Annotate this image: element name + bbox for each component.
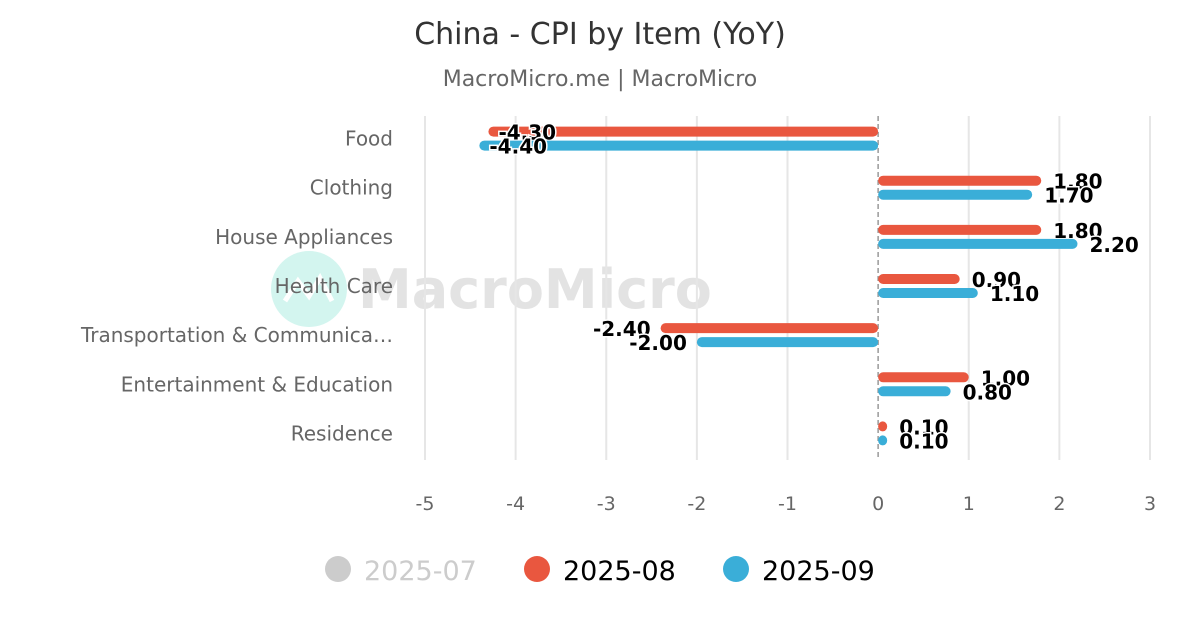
category-label: Health Care	[275, 274, 393, 298]
data-label: 1.00	[981, 366, 1030, 390]
bar-2025-08[interactable]	[878, 421, 888, 432]
legend-label: 2025-08	[563, 556, 676, 587]
data-label: -2.00	[629, 331, 687, 355]
watermark: MacroMicro	[271, 251, 712, 327]
bar-2025-09[interactable]	[878, 238, 1078, 249]
bar-2025-08[interactable]	[488, 126, 879, 137]
category-label: Clothing	[310, 176, 393, 200]
legend-swatch	[325, 556, 351, 582]
category-label: House Appliances	[215, 225, 393, 249]
x-tick-label: -5	[416, 493, 435, 515]
data-label: 0.80	[963, 380, 1012, 404]
data-label: 0.10	[899, 429, 948, 453]
data-label: -2.40	[593, 317, 651, 341]
category-label: Residence	[291, 421, 393, 445]
data-label: 1.10	[990, 282, 1039, 306]
data-label: 0.90	[972, 268, 1021, 292]
bar-2025-09[interactable]	[878, 386, 951, 397]
bar-2025-08[interactable]	[878, 274, 960, 284]
x-tick-label: -4	[506, 493, 525, 515]
data-label: 1.80	[1053, 170, 1102, 194]
x-tick-label: 0	[872, 493, 884, 515]
category-label: Entertainment & Education	[121, 372, 393, 396]
chart-subtitle: MacroMicro.me | MacroMicro	[443, 67, 758, 92]
bar-2025-09[interactable]	[878, 288, 978, 298]
bar-2025-09[interactable]	[878, 435, 888, 446]
category-label: Food	[345, 127, 393, 151]
watermark-text: MacroMicro	[358, 258, 712, 321]
legend-item-2025-08[interactable]: 2025-08	[524, 556, 676, 587]
bar-2025-09[interactable]	[878, 189, 1033, 200]
x-tick-label: -2	[687, 493, 706, 515]
x-tick-label: 1	[963, 493, 975, 515]
legend-swatch	[723, 556, 749, 582]
bar-2025-08[interactable]	[878, 175, 1042, 186]
bar-2025-09[interactable]	[479, 140, 879, 151]
data-label: 1.70	[1044, 184, 1093, 208]
x-tick-label: 2	[1053, 493, 1065, 515]
data-label: -4.40	[489, 135, 547, 159]
data-label: 2.20	[1090, 233, 1139, 257]
legend-swatch	[524, 556, 550, 582]
watermark-logo-mark	[282, 272, 335, 303]
x-tick-label: -1	[778, 493, 797, 515]
legend-item-2025-09[interactable]: 2025-09	[723, 556, 875, 587]
watermark-logo-icon	[271, 251, 347, 327]
bar-2025-09[interactable]	[696, 337, 879, 348]
bar-2025-08[interactable]	[660, 323, 879, 334]
x-tick-label: 3	[1144, 493, 1156, 515]
x-tick-label: -3	[597, 493, 616, 515]
legend-label: 2025-09	[762, 556, 875, 587]
legend-item-2025-07[interactable]: 2025-07	[325, 556, 477, 587]
category-label: Transportation & Communica…	[80, 323, 393, 347]
bar-2025-08[interactable]	[878, 372, 969, 383]
legend-label: 2025-07	[364, 556, 477, 587]
chart-title: China - CPI by Item (YoY)	[414, 17, 786, 52]
bar-2025-08[interactable]	[878, 224, 1042, 235]
data-label: 0.10	[899, 415, 948, 439]
